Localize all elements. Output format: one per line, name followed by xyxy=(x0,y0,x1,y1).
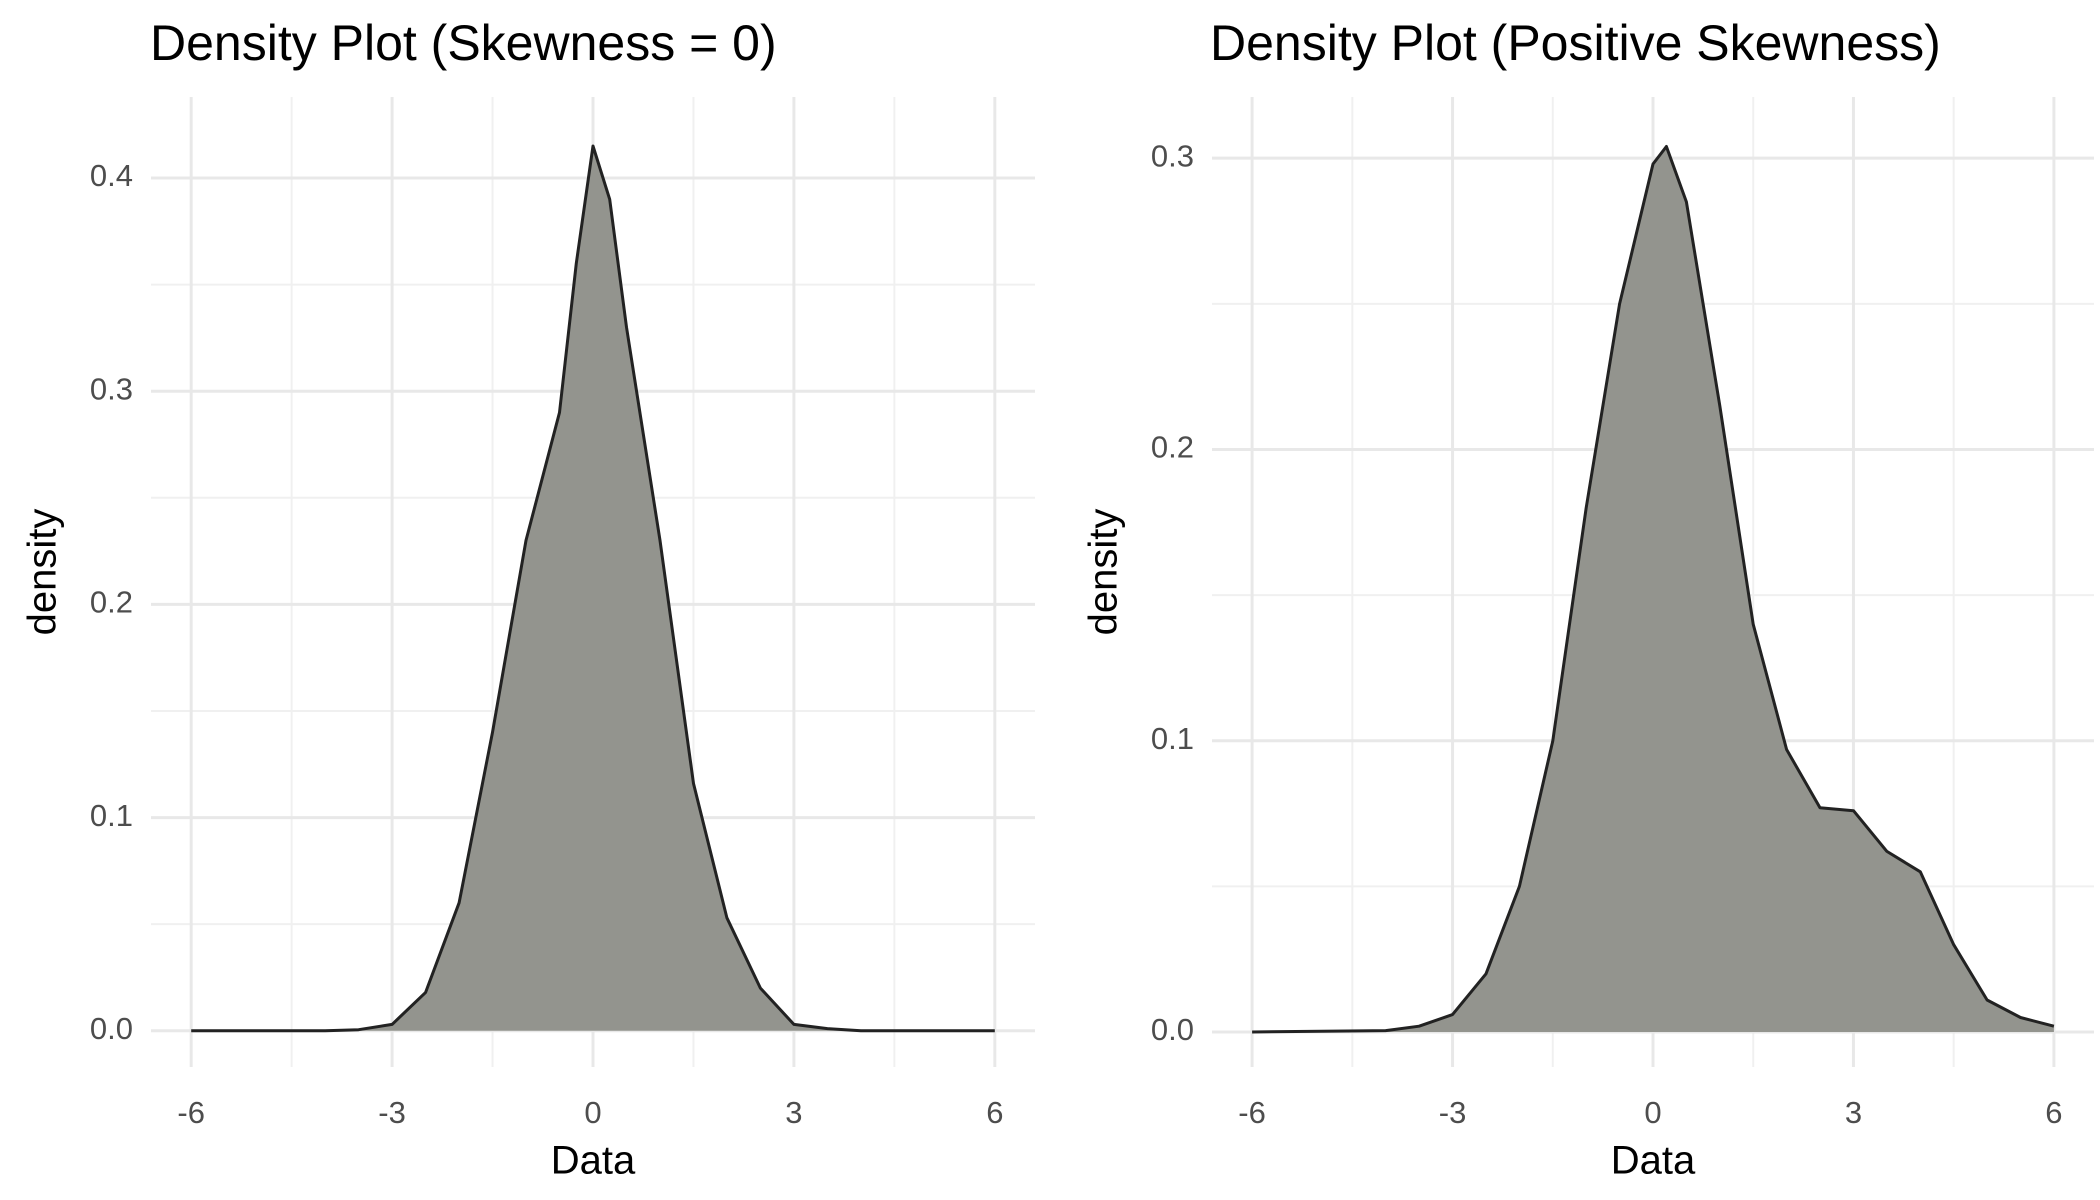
density-area xyxy=(1252,146,2054,1033)
x-axis-title: Data xyxy=(551,1139,636,1183)
y-tick-label: 0.3 xyxy=(90,371,133,406)
x-tick-label: 0 xyxy=(584,1095,601,1130)
y-tick-label: 0.0 xyxy=(1151,1012,1194,1047)
y-axis-title: density xyxy=(1082,509,1126,636)
density-area xyxy=(191,146,995,1031)
x-tick-label: 6 xyxy=(986,1095,1003,1130)
x-tick-label: -3 xyxy=(1439,1095,1467,1130)
x-tick-label: 3 xyxy=(1845,1095,1862,1130)
y-tick-label: 0.2 xyxy=(90,585,133,620)
chart-title: Density Plot (Positive Skewness) xyxy=(1210,15,1941,71)
chart-title: Density Plot (Skewness = 0) xyxy=(150,15,777,71)
y-axis-title: density xyxy=(21,509,65,636)
y-tick-label: 0.1 xyxy=(1151,721,1194,756)
density-line xyxy=(1252,145,2055,1034)
x-tick-label: -3 xyxy=(378,1095,406,1130)
y-tick-label: 0.1 xyxy=(90,798,133,833)
y-tick-label: 0.2 xyxy=(1151,430,1194,465)
density-line xyxy=(191,144,995,1033)
x-tick-label: -6 xyxy=(177,1095,205,1130)
y-tick-label: 0.3 xyxy=(1151,138,1194,173)
y-tick-label: 0.0 xyxy=(90,1011,133,1046)
x-tick-label: 3 xyxy=(785,1095,802,1130)
x-tick-label: -6 xyxy=(1238,1095,1266,1130)
x-axis-title: Data xyxy=(1611,1139,1696,1183)
y-tick-label: 0.4 xyxy=(90,158,133,193)
x-tick-label: 6 xyxy=(2045,1095,2062,1130)
x-tick-label: 0 xyxy=(1644,1095,1661,1130)
